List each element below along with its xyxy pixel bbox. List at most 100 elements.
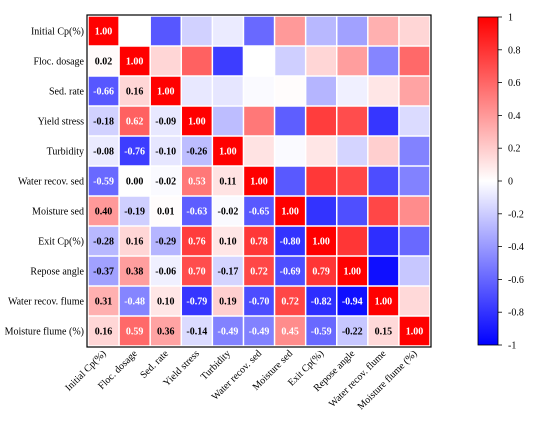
cell-value-r10-c8: -0.82 xyxy=(311,297,332,308)
colorbar: 1 0.8 0.6 0.4 0.2 0 -0.2 -0.4 -0.6 -0.8 -1 xyxy=(477,13,524,352)
heatmap-cell-r10-c2 xyxy=(119,286,150,316)
heatmap-cell-r1-c7 xyxy=(275,16,305,46)
cell-value-r11-c1: 0.16 xyxy=(95,327,113,338)
colorbar-tick-label-7: -0.2 xyxy=(508,209,524,220)
heatmap-cell-r4-c9 xyxy=(337,106,368,136)
heatmap-cell-r9-c3 xyxy=(150,256,181,286)
cell-value-r5-c5: 1.00 xyxy=(219,147,237,158)
colorbar-tick-label-9: -0.6 xyxy=(508,275,524,286)
cell-value-r5-c1: -0.08 xyxy=(93,147,114,158)
cell-value-r9-c5: -0.17 xyxy=(217,267,238,278)
heatmap-cell-r8-c5 xyxy=(213,226,243,256)
colorbar-tick-label-3: 0.6 xyxy=(508,78,521,89)
heatmap-cell-r7-c9 xyxy=(337,196,368,226)
heatmap-cell-r7-c5 xyxy=(213,196,243,226)
heatmap-cell-r9-c10 xyxy=(368,256,399,286)
heatmap-cell-r7-c2 xyxy=(119,196,150,226)
heatmap-cell-r4-c1 xyxy=(88,106,119,136)
heatmap-cell-r1-c4 xyxy=(182,16,212,46)
heatmap-cell-r3-c11 xyxy=(399,76,430,106)
heatmap-cell-r11-c6 xyxy=(244,316,274,346)
colorbar-gradient xyxy=(477,16,499,346)
cell-value-r6-c3: -0.02 xyxy=(155,177,176,188)
cell-value-r11-c4: -0.14 xyxy=(186,327,207,338)
row-labels: Initial Cp(%) Floc. dosage Sed. rate Yield … xyxy=(5,27,85,338)
heatmap-cell-r6-c6 xyxy=(244,166,274,196)
row-label-10: Water recov. flume xyxy=(8,297,85,308)
cell-value-r1-c1: 1.00 xyxy=(95,27,113,38)
row-label-6: Water recov. sed xyxy=(18,177,84,188)
cell-value-r10-c10: 1.00 xyxy=(375,297,393,308)
cell-value-r8-c4: 0.76 xyxy=(188,237,206,248)
heatmap-cell-r5-c2 xyxy=(119,136,150,166)
cell-value-r2-c1: 0.02 xyxy=(95,57,113,68)
cell-value-r10-c4: -0.79 xyxy=(186,297,207,308)
heatmap-cell-r3-c10 xyxy=(368,76,399,106)
heatmap-cell-r7-c10 xyxy=(368,196,399,226)
cell-value-r4-c2: 0.62 xyxy=(126,117,144,128)
column-label-11: Moisture flume (%) xyxy=(356,348,420,412)
heatmap-cell-r10-c4 xyxy=(182,286,212,316)
heatmap-cell-r1-c1 xyxy=(88,16,119,46)
cell-value-r5-c4: -0.26 xyxy=(186,147,207,158)
heatmap-cell-r3-c7 xyxy=(275,76,305,106)
heatmap-cell-r4-c3 xyxy=(150,106,181,136)
heatmap-cell-r6-c1 xyxy=(88,166,119,196)
heatmap-cells xyxy=(88,16,430,346)
colorbar-tick-label-11: -1 xyxy=(508,341,516,352)
heatmap-cell-r4-c5 xyxy=(213,106,243,136)
heatmap-cell-r5-c6 xyxy=(244,136,274,166)
heatmap-cell-r6-c11 xyxy=(399,166,430,196)
row-label-1: Initial Cp(%) xyxy=(31,27,84,38)
heatmap-cell-r10-c3 xyxy=(150,286,181,316)
heatmap-cell-r4-c8 xyxy=(306,106,336,136)
cell-value-r7-c1: 0.40 xyxy=(95,207,113,218)
cell-value-r8-c7: -0.80 xyxy=(280,237,301,248)
colorbar-tick-label-6: 0 xyxy=(508,177,513,188)
row-label-2: Floc. dosage xyxy=(33,57,84,68)
heatmap-cell-r7-c1 xyxy=(88,196,119,226)
cell-value-r10-c5: 0.19 xyxy=(219,297,237,308)
heatmap-cell-r4-c6 xyxy=(244,106,274,136)
heatmap-cell-r8-c9 xyxy=(337,226,368,256)
heatmap-cell-r2-c7 xyxy=(275,46,305,76)
heatmap-cell-r2-c3 xyxy=(150,46,181,76)
heatmap-cell-r6-c3 xyxy=(150,166,181,196)
cell-value-r11-c10: 0.15 xyxy=(375,327,393,338)
heatmap-cell-r4-c7 xyxy=(275,106,305,136)
cell-value-r10-c3: 0.10 xyxy=(157,297,175,308)
heatmap-cell-r9-c4 xyxy=(182,256,212,286)
heatmap-cell-r8-c3 xyxy=(150,226,181,256)
cell-value-r6-c5: 0.11 xyxy=(219,177,236,188)
heatmap-cell-r8-c8 xyxy=(306,226,336,256)
cell-value-r3-c3: 1.00 xyxy=(157,87,175,98)
row-label-3: Sed. rate xyxy=(49,87,85,98)
cell-value-r10-c7: 0.72 xyxy=(281,297,299,308)
cell-value-r8-c2: 0.16 xyxy=(126,237,144,248)
heatmap-cell-r9-c6 xyxy=(244,256,274,286)
cell-value-r11-c6: -0.49 xyxy=(249,327,270,338)
cell-value-r7-c5: -0.02 xyxy=(217,207,238,218)
row-label-8: Exit Cp(%) xyxy=(38,237,84,248)
cell-value-r8-c8: 1.00 xyxy=(312,237,330,248)
heatmap-cell-r1-c9 xyxy=(337,16,368,46)
heatmap-cell-r7-c4 xyxy=(182,196,212,226)
cell-value-r10-c6: -0.70 xyxy=(249,297,270,308)
cell-value-r7-c7: 1.00 xyxy=(281,207,299,218)
heatmap-cell-r6-c8 xyxy=(306,166,336,196)
heatmap-cell-r4-c11 xyxy=(399,106,430,136)
heatmap-cell-r1-c3 xyxy=(150,16,181,46)
heatmap-cell-r11-c9 xyxy=(337,316,368,346)
cell-value-r9-c2: 0.38 xyxy=(126,267,144,278)
cell-value-r11-c9: -0.22 xyxy=(342,327,363,338)
heatmap-cell-r6-c2 xyxy=(119,166,150,196)
heatmap-cell-r8-c1 xyxy=(88,226,119,256)
row-label-5: Turbidity xyxy=(47,147,84,158)
cell-value-r11-c3: 0.36 xyxy=(157,327,175,338)
heatmap-cell-r10-c7 xyxy=(275,286,305,316)
cell-value-r9-c3: -0.06 xyxy=(155,267,176,278)
cell-value-r6-c1: -0.59 xyxy=(93,177,114,188)
heatmap-cell-r2-c5 xyxy=(213,46,243,76)
cell-value-r7-c2: -0.19 xyxy=(124,207,145,218)
